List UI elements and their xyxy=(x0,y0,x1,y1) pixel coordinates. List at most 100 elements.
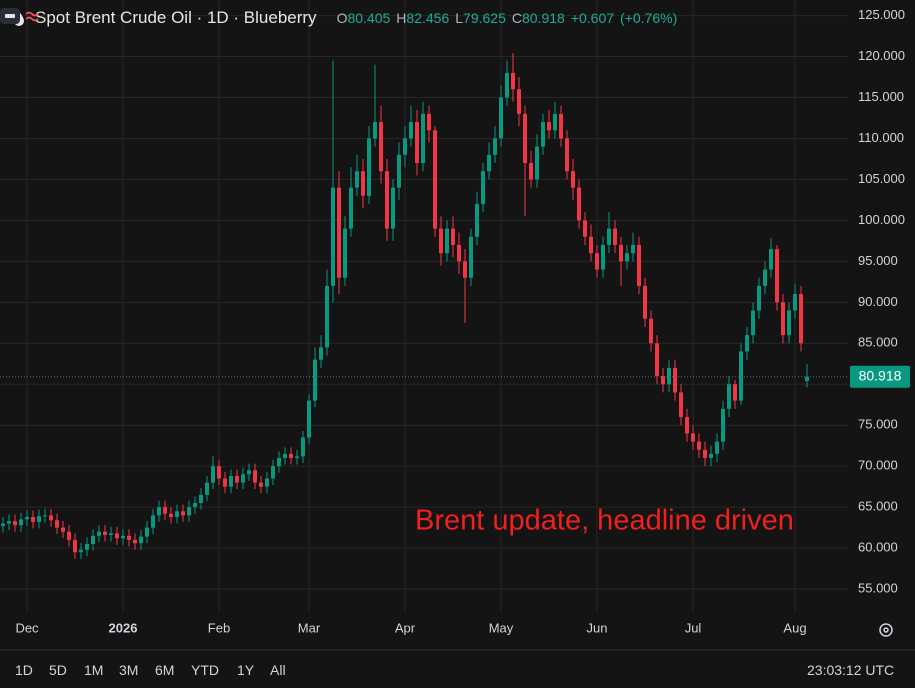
candle-body xyxy=(277,457,281,467)
candle-body xyxy=(205,482,209,495)
candle-body xyxy=(709,453,713,458)
candle-body xyxy=(547,122,551,131)
high-value: 82.456 xyxy=(406,10,450,26)
toolbar: 1D 5D 1M 3M 6M YTD 1Y All 23:03:12 UTC xyxy=(0,658,915,684)
candle-body xyxy=(223,478,227,487)
candle-body xyxy=(769,249,773,270)
candle-body xyxy=(175,511,179,517)
candle-body xyxy=(145,527,149,537)
ohlc-label: L xyxy=(455,10,464,26)
candle-body xyxy=(655,343,659,377)
candle-body xyxy=(673,367,677,393)
y-tick-label: 95.000 xyxy=(858,253,898,268)
range-button[interactable]: 3M xyxy=(119,662,139,678)
candle-body xyxy=(19,519,23,526)
open-value: 80.405 xyxy=(347,10,391,26)
candle-body xyxy=(523,113,527,164)
candle-body xyxy=(169,513,173,517)
candle-body xyxy=(427,113,431,131)
candle-body xyxy=(193,503,197,508)
candle-body xyxy=(739,351,743,401)
candle-body xyxy=(331,187,335,286)
gear-center xyxy=(883,627,889,633)
candle-body xyxy=(259,482,263,487)
candle-body xyxy=(85,544,89,550)
settings-icon[interactable] xyxy=(879,623,893,637)
candle-body xyxy=(745,335,749,352)
candle-body xyxy=(535,146,539,180)
candle-body xyxy=(541,122,545,147)
candle-body xyxy=(211,466,215,483)
grid xyxy=(0,0,848,612)
candle-body xyxy=(721,408,725,442)
candle-body xyxy=(475,204,479,237)
y-tick-label: 70.000 xyxy=(858,458,898,473)
header-icons[interactable] xyxy=(0,6,46,26)
candle-body xyxy=(355,171,359,188)
range-button[interactable]: 1D xyxy=(15,662,33,678)
candle-body xyxy=(517,89,521,114)
candle-body xyxy=(265,478,269,487)
candle-body xyxy=(307,400,311,438)
candle-body xyxy=(445,228,449,254)
range-button[interactable]: All xyxy=(270,662,286,678)
candle-body xyxy=(799,294,803,344)
candle-body xyxy=(343,228,347,278)
y-tick-label: 75.000 xyxy=(858,417,898,432)
candle-body xyxy=(667,367,671,385)
candle-body xyxy=(511,72,515,90)
candle-body xyxy=(553,113,557,131)
candle-body xyxy=(577,187,581,221)
candle-body xyxy=(1,523,5,526)
ohlc-label: C xyxy=(511,10,522,26)
candle-body xyxy=(571,171,575,188)
candle-body xyxy=(607,228,611,245)
low-value: 79.625 xyxy=(463,10,506,26)
annotation: Brent update, headline driven xyxy=(415,505,794,537)
y-tick-label: 60.000 xyxy=(858,540,898,555)
candle-body xyxy=(589,236,593,254)
candle-body xyxy=(379,122,383,172)
candle-body xyxy=(637,244,641,286)
candle-body xyxy=(763,269,767,286)
candle-body xyxy=(271,466,275,479)
candle-body xyxy=(733,384,737,401)
ohlc-label: O xyxy=(336,10,348,26)
candle-body xyxy=(181,511,185,516)
range-button[interactable]: 6M xyxy=(155,662,175,678)
candle-body xyxy=(325,285,329,348)
candle-body xyxy=(187,507,191,516)
candle-body xyxy=(91,535,95,544)
y-tick-label: 110.000 xyxy=(858,130,904,145)
close-value: 80.918 xyxy=(521,10,565,26)
candle-body xyxy=(337,187,341,278)
candle-body xyxy=(679,392,683,418)
candle-body xyxy=(457,244,461,262)
range-button[interactable]: 1M xyxy=(84,662,104,678)
candle-body xyxy=(199,494,203,504)
range-button[interactable]: YTD xyxy=(191,662,219,678)
candle-body xyxy=(295,456,299,458)
candle-body xyxy=(217,466,221,479)
candle-body xyxy=(49,515,53,521)
candle-body xyxy=(415,122,419,164)
candle-body xyxy=(151,515,155,528)
y-tick-label: 120.000 xyxy=(858,48,905,63)
candle-body xyxy=(661,376,665,385)
candle-body xyxy=(367,138,371,196)
candle-body xyxy=(289,453,293,458)
candle-body xyxy=(505,72,509,98)
candle-body xyxy=(391,187,395,229)
range-button[interactable]: 1Y xyxy=(237,662,255,678)
candle-body xyxy=(727,384,731,409)
candle-body xyxy=(691,433,695,442)
price-label: 80.918 xyxy=(859,367,902,383)
candle-body xyxy=(97,531,101,536)
candle-body xyxy=(25,516,29,520)
candle-body xyxy=(433,130,437,229)
range-button[interactable]: 5D xyxy=(49,662,67,678)
candle-body xyxy=(247,470,251,475)
candle-body xyxy=(79,549,83,553)
y-tick-label: 85.000 xyxy=(858,335,898,350)
candle-body xyxy=(697,441,701,450)
